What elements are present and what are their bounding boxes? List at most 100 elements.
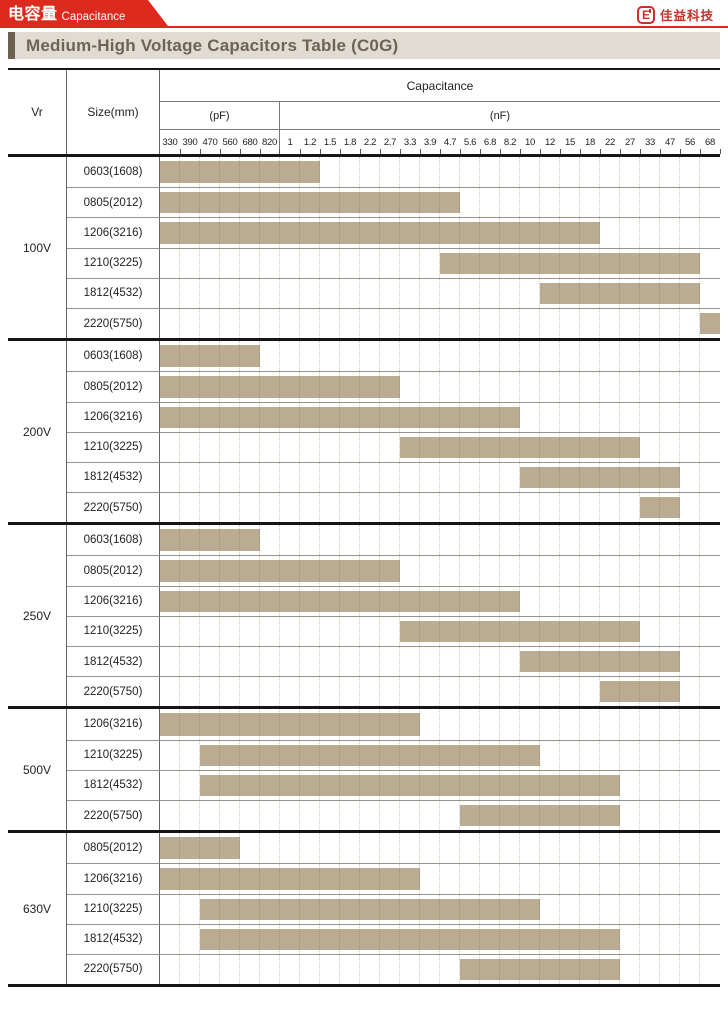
gridline xyxy=(580,341,600,372)
size-label: 1210(3225) xyxy=(67,739,160,770)
tick-mark-icon xyxy=(220,149,221,154)
gridline xyxy=(580,525,600,556)
gridline xyxy=(600,864,620,894)
gridline xyxy=(640,709,660,740)
tick-mark-icon xyxy=(380,149,381,154)
size-label: 1206(3216) xyxy=(67,585,160,616)
tick-mark-icon xyxy=(420,149,421,154)
gridline xyxy=(220,493,240,523)
gridline xyxy=(640,800,660,831)
gridline xyxy=(340,954,360,985)
voltage-group: 200V 0603(1608) 0805(2012) 1206(3216) 1210(3… xyxy=(8,338,720,523)
gridline xyxy=(260,248,280,278)
gridline xyxy=(600,556,620,586)
gridline xyxy=(460,677,480,707)
gridline xyxy=(160,770,180,800)
gridline xyxy=(400,462,420,493)
gridline xyxy=(300,525,320,556)
range-chart-cell xyxy=(160,492,720,523)
gridline xyxy=(700,864,720,893)
gridline xyxy=(320,954,340,985)
range-chart-cell xyxy=(160,157,720,188)
gridline xyxy=(320,462,340,493)
gridline xyxy=(360,647,380,677)
gridline xyxy=(480,833,500,864)
gridline xyxy=(660,556,680,586)
gridline xyxy=(560,833,580,864)
capacitance-range-bar xyxy=(160,868,420,890)
size-label: 0603(1608) xyxy=(67,525,160,556)
gridline xyxy=(260,432,280,462)
range-chart-cell xyxy=(160,401,720,432)
gridline xyxy=(660,372,680,402)
range-chart-cell xyxy=(160,615,720,646)
gridline xyxy=(640,525,660,556)
gridline xyxy=(320,157,340,188)
gridline xyxy=(400,677,420,707)
gridline xyxy=(360,157,380,188)
gridline xyxy=(460,341,480,372)
gridline xyxy=(220,616,240,646)
gridline xyxy=(540,709,560,740)
tick-label: 560 xyxy=(220,130,241,154)
gridline xyxy=(360,616,380,646)
gridline xyxy=(540,894,560,924)
gridline xyxy=(400,248,420,278)
gridline xyxy=(240,248,260,278)
gridline xyxy=(420,157,440,188)
pf-unit-header: (pF) xyxy=(160,102,280,130)
gridline xyxy=(340,525,360,556)
tick-label: 47 xyxy=(660,130,681,154)
gridline xyxy=(340,800,360,831)
gridline xyxy=(580,308,600,339)
gridline xyxy=(660,402,680,432)
gridline xyxy=(220,462,240,493)
gridline xyxy=(400,556,420,586)
gridline xyxy=(160,616,180,646)
size-label: 2220(5750) xyxy=(67,307,160,339)
gridline xyxy=(440,647,460,677)
capacitance-range-bar xyxy=(160,837,240,860)
gridline xyxy=(380,278,400,308)
gridline xyxy=(660,157,680,188)
logo-mark: E xyxy=(641,7,650,22)
capacitance-range-bar xyxy=(200,928,620,950)
range-chart-cell xyxy=(160,739,720,770)
gridline xyxy=(300,800,320,831)
range-chart-cell xyxy=(160,863,720,894)
range-chart-cell xyxy=(160,833,720,864)
gridline xyxy=(660,616,680,646)
gridline xyxy=(400,493,420,523)
gridline xyxy=(640,341,660,372)
range-chart-cell xyxy=(160,893,720,924)
gridline xyxy=(700,709,720,739)
gridline xyxy=(700,895,720,924)
gridline xyxy=(640,402,660,432)
size-label: 2220(5750) xyxy=(67,676,160,707)
gridline xyxy=(420,248,440,278)
gridline xyxy=(420,709,440,740)
gridline xyxy=(640,308,660,339)
range-chart-cell xyxy=(160,431,720,462)
tick-mark-icon xyxy=(240,149,241,154)
gridline xyxy=(680,525,700,556)
gridline xyxy=(340,341,360,372)
gridline xyxy=(600,833,620,864)
gridline xyxy=(180,308,200,339)
capacitance-range-bar xyxy=(600,681,680,703)
gridline xyxy=(160,278,180,308)
size-label: 1206(3216) xyxy=(67,709,160,740)
tick-label: 27 xyxy=(620,130,641,154)
gridline xyxy=(560,308,580,339)
gridline xyxy=(700,771,720,800)
gridline xyxy=(660,894,680,924)
gridline xyxy=(440,372,460,402)
gridline xyxy=(580,586,600,616)
gridline xyxy=(560,894,580,924)
gridline xyxy=(660,833,680,864)
gridline xyxy=(680,432,700,462)
tick-label: 680 xyxy=(240,130,261,154)
size-label: 0603(1608) xyxy=(67,341,160,372)
gridline xyxy=(400,954,420,985)
range-chart-cell xyxy=(160,646,720,677)
